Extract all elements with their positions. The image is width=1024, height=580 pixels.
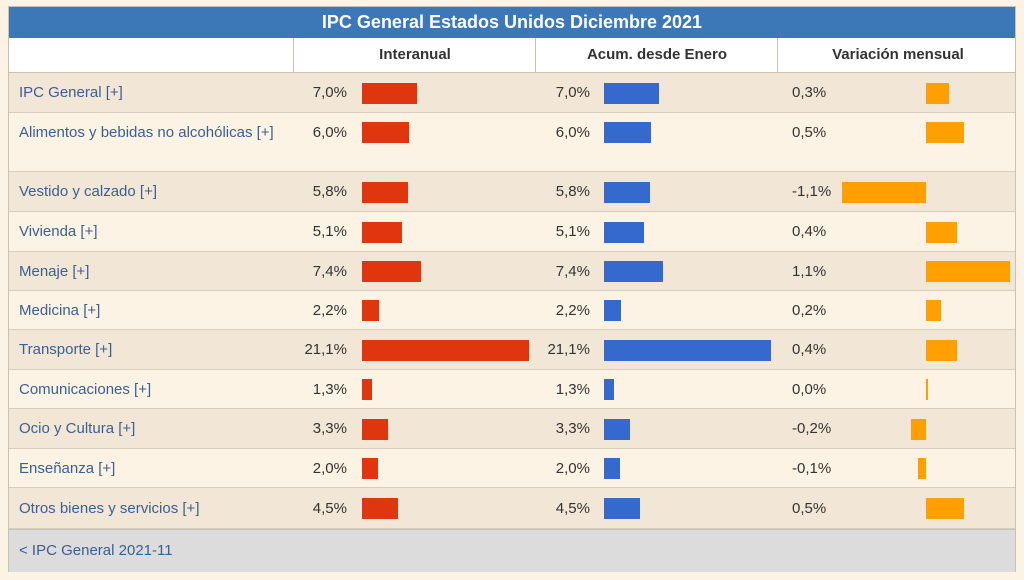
table-row: Vivienda [+] 5,1% 5,1% 0,4%	[9, 212, 1015, 252]
mensual-bar	[926, 122, 965, 143]
mensual-value: -0,1%	[792, 460, 832, 477]
table-footer: < IPC General 2021-11	[9, 529, 1015, 572]
row-category-link[interactable]: Comunicaciones [+]	[19, 381, 152, 398]
acumulado-bar	[604, 261, 663, 282]
acumulado-bar	[604, 498, 640, 519]
table-row: Vestido y calzado [+] 5,8% 5,8% -1,1%	[9, 172, 1015, 212]
mensual-value: 1,1%	[792, 263, 827, 280]
row-category-link[interactable]: Vestido y calzado [+]	[19, 183, 158, 200]
interanual-value: 7,0%	[312, 84, 347, 101]
interanual-value: 5,8%	[312, 183, 347, 200]
acumulado-value: 4,5%	[555, 500, 590, 517]
row-category-link[interactable]: Menaje [+]	[19, 263, 90, 280]
interanual-bar	[362, 300, 380, 321]
acumulado-bar	[604, 379, 615, 400]
interanual-value: 1,3%	[312, 381, 347, 398]
mensual-value: 0,3%	[792, 84, 827, 101]
acumulado-bar	[604, 182, 650, 203]
table-title: IPC General Estados Unidos Diciembre 202…	[9, 7, 1015, 38]
interanual-bar	[362, 83, 418, 104]
row-category-link[interactable]: Otros bienes y servicios [+]	[19, 500, 200, 517]
interanual-value: 2,0%	[312, 460, 347, 477]
interanual-bar	[362, 379, 373, 400]
acumulado-bar	[604, 83, 660, 104]
acumulado-bar	[604, 300, 622, 321]
acumulado-bar	[604, 122, 652, 143]
acumulado-value: 5,8%	[555, 183, 590, 200]
table-row: Comunicaciones [+] 1,3% 1,3% 0,0%	[9, 370, 1015, 409]
table-row: Alimentos y bebidas no alcohólicas [+] 6,…	[9, 113, 1015, 172]
interanual-bar	[362, 340, 529, 361]
acumulado-value: 21,1%	[547, 341, 590, 358]
interanual-bar	[362, 122, 410, 143]
interanual-bar	[362, 419, 389, 440]
mensual-value: 0,5%	[792, 124, 827, 141]
row-category-link[interactable]: Vivienda [+]	[19, 223, 98, 240]
row-category-link[interactable]: Ocio y Cultura [+]	[19, 420, 136, 437]
acumulado-bar	[604, 419, 631, 440]
mensual-bar	[926, 300, 942, 321]
row-category-link[interactable]: Enseñanza [+]	[19, 460, 116, 477]
mensual-bar	[926, 83, 949, 104]
table-row: IPC General [+] 7,0% 7,0% 0,3%	[9, 73, 1015, 113]
table-row: Menaje [+] 7,4% 7,4% 1,1%	[9, 252, 1015, 291]
table-row: Otros bienes y servicios [+] 4,5% 4,5% 0,5%	[9, 488, 1015, 529]
interanual-bar	[362, 222, 403, 243]
interanual-value: 21,1%	[304, 341, 347, 358]
acumulado-value: 2,2%	[555, 302, 590, 319]
acumulado-value: 5,1%	[555, 223, 590, 240]
interanual-bar	[362, 182, 408, 203]
table-row: Enseñanza [+] 2,0% 2,0% -0,1%	[9, 449, 1015, 488]
mensual-value: -0,2%	[792, 420, 832, 437]
mensual-bar	[926, 222, 957, 243]
acumulado-value: 7,0%	[555, 84, 590, 101]
interanual-value: 7,4%	[312, 263, 347, 280]
row-category-link[interactable]: IPC General [+]	[19, 84, 123, 101]
acumulado-value: 3,3%	[555, 420, 590, 437]
mensual-bar	[926, 261, 1010, 282]
interanual-value: 5,1%	[312, 223, 347, 240]
mensual-value: 0,5%	[792, 500, 827, 517]
mensual-value: -1,1%	[792, 183, 832, 200]
mensual-bar	[926, 340, 957, 361]
row-category-link[interactable]: Medicina [+]	[19, 302, 101, 319]
mensual-bar	[926, 379, 928, 400]
column-header-acumulado: Acum. desde Enero	[535, 38, 778, 72]
interanual-bar	[362, 261, 421, 282]
acumulado-bar	[604, 458, 620, 479]
column-header-mensual: Variación mensual	[777, 38, 1018, 72]
interanual-value: 3,3%	[312, 420, 347, 437]
table-row: Transporte [+] 21,1% 21,1% 0,4%	[9, 330, 1015, 370]
acumulado-bar	[604, 222, 645, 243]
mensual-value: 0,4%	[792, 341, 827, 358]
cpi-table: IPC General Estados Unidos Diciembre 202…	[8, 6, 1016, 572]
acumulado-value: 6,0%	[555, 124, 590, 141]
interanual-value: 2,2%	[312, 302, 347, 319]
row-category-link[interactable]: Transporte [+]	[19, 341, 113, 358]
acumulado-value: 7,4%	[555, 263, 590, 280]
interanual-bar	[362, 498, 398, 519]
table-row: Medicina [+] 2,2% 2,2% 0,2%	[9, 291, 1015, 330]
acumulado-bar	[604, 340, 771, 361]
mensual-bar	[842, 182, 926, 203]
mensual-value: 0,4%	[792, 223, 827, 240]
previous-month-link[interactable]: < IPC General 2021-11	[19, 542, 173, 559]
mensual-value: 0,2%	[792, 302, 827, 319]
interanual-value: 6,0%	[312, 124, 347, 141]
acumulado-value: 1,3%	[555, 381, 590, 398]
mensual-bar	[910, 419, 926, 440]
column-header-interanual: Interanual	[293, 38, 536, 72]
acumulado-value: 2,0%	[555, 460, 590, 477]
table-row: Ocio y Cultura [+] 3,3% 3,3% -0,2%	[9, 409, 1015, 449]
interanual-bar	[362, 458, 378, 479]
interanual-value: 4,5%	[312, 500, 347, 517]
mensual-value: 0,0%	[792, 381, 827, 398]
table-header: Interanual Acum. desde Enero Variación m…	[9, 38, 1015, 73]
mensual-bar	[918, 458, 926, 479]
row-category-link[interactable]: Alimentos y bebidas no alcohólicas [+]	[19, 124, 274, 141]
mensual-bar	[926, 498, 965, 519]
